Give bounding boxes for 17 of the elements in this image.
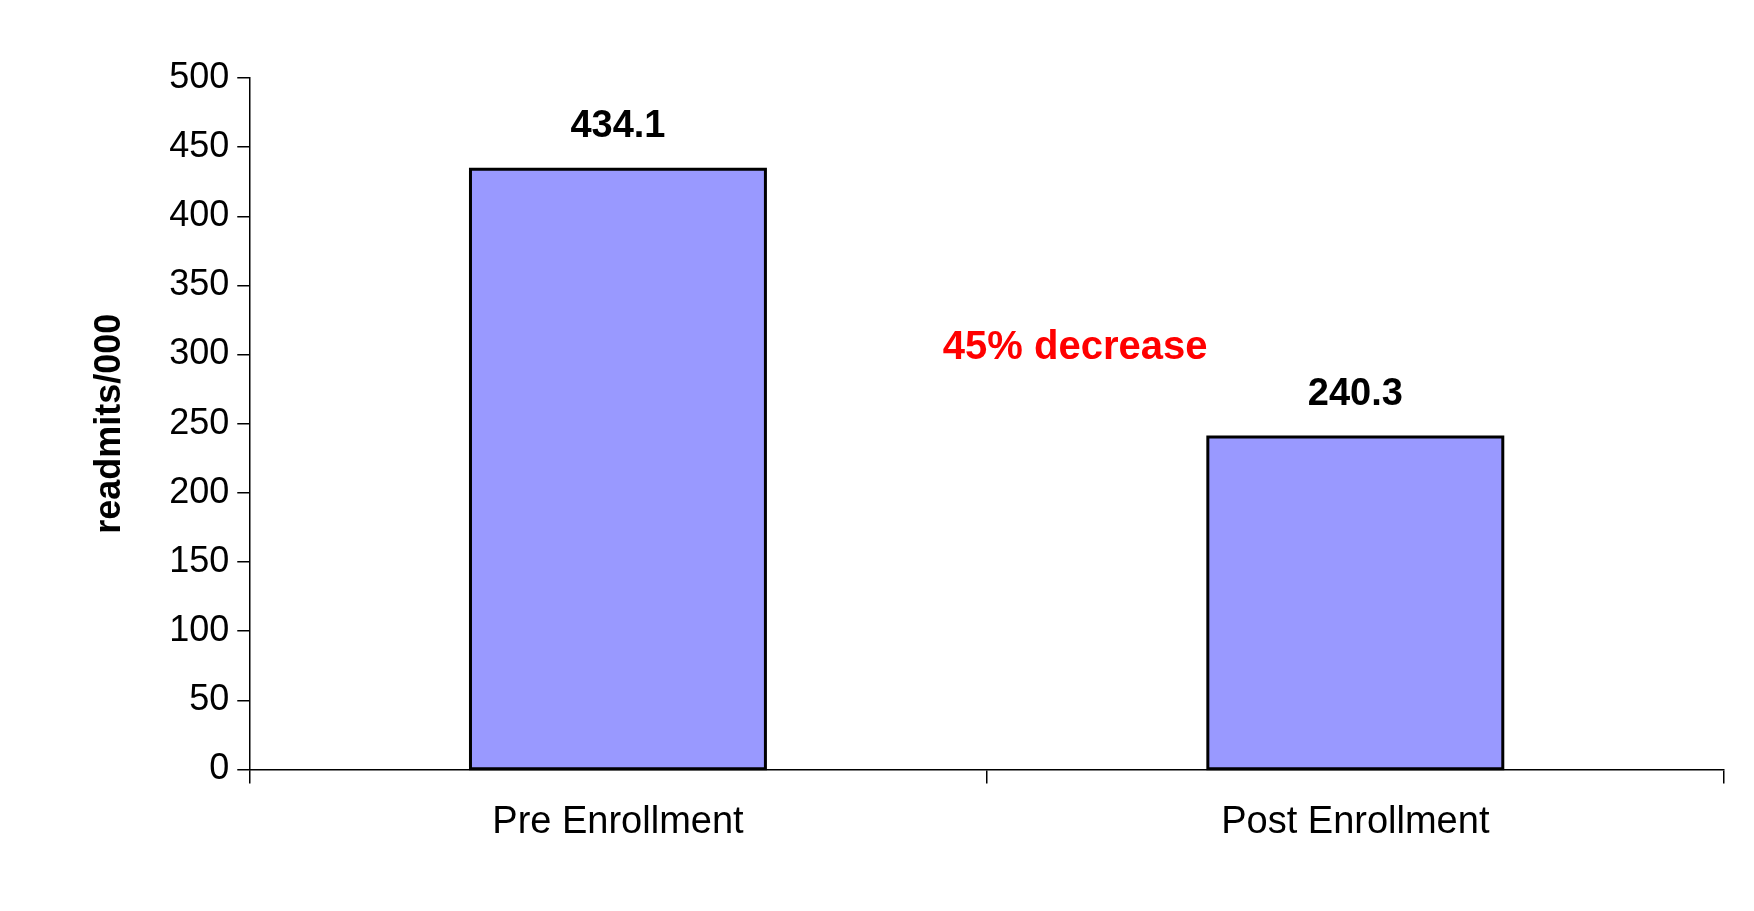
y-tick-label: 400: [169, 193, 230, 235]
y-tick-label: 450: [169, 124, 230, 166]
data-label: 240.3: [1307, 370, 1403, 413]
y-tick-label: 150: [169, 538, 230, 580]
x-tick-label: Post Enrollment: [1221, 798, 1490, 841]
y-tick-label: 300: [169, 331, 230, 373]
y-tick-label: 0: [209, 746, 230, 788]
y-tick-label: 100: [169, 608, 230, 650]
annotation: 45% decrease: [942, 322, 1208, 367]
y-tick-label: 250: [169, 400, 230, 442]
y-tick-label: 200: [169, 469, 230, 511]
y-tick-label: 500: [169, 54, 230, 96]
y-tick-label: 50: [189, 677, 230, 719]
data-label: 434.1: [570, 102, 666, 145]
x-tick-label: Pre Enrollment: [492, 798, 745, 841]
y-axis-title: readmits/000: [86, 313, 128, 534]
y-tick-label: 350: [169, 262, 230, 304]
